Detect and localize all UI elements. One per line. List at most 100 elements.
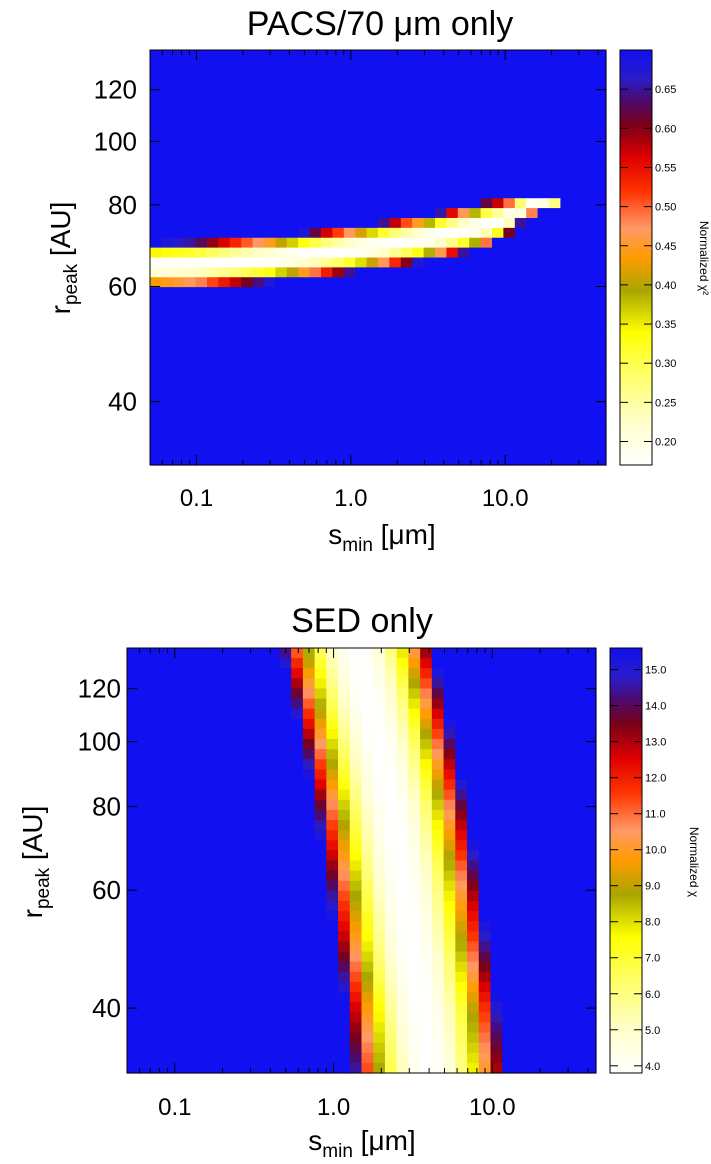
heatmap-cell: [560, 992, 574, 1003]
heatmap-cell: [302, 951, 316, 963]
heatmap-cell: [172, 217, 185, 229]
heatmap-cell: [457, 59, 470, 71]
heatmap-cell: [207, 69, 219, 81]
heatmap-cell: [309, 346, 322, 357]
heatmap-cell: [455, 678, 468, 690]
heatmap-cell: [423, 257, 436, 268]
heatmap-cell: [549, 247, 561, 259]
heatmap-cell: [537, 168, 550, 180]
heatmap-cell: [279, 688, 292, 700]
heatmap-cell: [321, 385, 333, 397]
heatmap-cell: [232, 1032, 245, 1044]
heatmap-cell: [207, 356, 219, 367]
heatmap-cell: [321, 198, 333, 209]
heatmap-cell: [332, 168, 345, 180]
heatmap-cell: [255, 880, 269, 892]
heatmap-cell: [583, 425, 596, 436]
heatmap-cell: [423, 356, 436, 367]
heatmap-cell: [502, 880, 515, 892]
heatmap-cell: [492, 395, 504, 407]
heatmap-cell: [526, 198, 539, 209]
heatmap-cell: [469, 306, 482, 318]
heatmap-cell: [138, 890, 152, 902]
heatmap-cell: [537, 698, 550, 710]
heatmap-cell: [514, 109, 527, 120]
heatmap-cell: [309, 366, 322, 377]
heatmap-cell: [478, 921, 492, 932]
heatmap-cell: [127, 769, 140, 781]
heatmap-cell: [492, 99, 504, 110]
colorbar-label: Normalized χ²: [697, 221, 711, 295]
heatmap-cell: [560, 648, 574, 659]
heatmap-cell: [525, 728, 538, 740]
heatmap-cell: [513, 658, 527, 669]
heatmap-cell: [349, 900, 363, 912]
heatmap-cell: [286, 405, 299, 417]
heatmap-cell: [373, 728, 386, 740]
heatmap-cell: [232, 880, 245, 892]
heatmap-cell: [127, 921, 140, 932]
heatmap-cell: [173, 1042, 187, 1054]
heatmap-cell: [220, 799, 234, 811]
heatmap-cell: [150, 739, 163, 750]
heatmap-cell: [408, 1062, 421, 1074]
heatmap-cell: [244, 779, 257, 791]
heatmap-cell: [549, 1002, 562, 1013]
heatmap-cell: [321, 178, 333, 189]
heatmap-cell: [560, 900, 574, 912]
heatmap-cell: [162, 880, 175, 892]
heatmap-cell: [150, 198, 162, 209]
heatmap-cell: [443, 850, 456, 862]
heatmap-cell: [195, 297, 208, 308]
heatmap-cell: [492, 435, 504, 446]
heatmap-cell: [241, 227, 254, 239]
heatmap-cell: [560, 830, 574, 841]
heatmap-cell: [207, 306, 219, 318]
heatmap-cell: [446, 119, 459, 130]
heatmap-cell: [373, 850, 386, 862]
heatmap-cell: [244, 668, 257, 679]
heatmap-cell: [584, 951, 597, 963]
heatmap-cell: [457, 178, 470, 189]
heatmap-cell: [525, 890, 538, 902]
heatmap-cell: [412, 129, 425, 140]
heatmap-cell: [207, 89, 219, 100]
x-tick-label: 10.0: [482, 485, 529, 512]
heatmap-cell: [431, 911, 445, 922]
heatmap-cell: [161, 445, 174, 456]
heatmap-cell: [455, 779, 468, 791]
heatmap-cell: [366, 435, 379, 446]
heatmap-cell: [150, 168, 162, 180]
heatmap-cell: [267, 961, 281, 973]
heatmap-cell: [255, 1042, 269, 1054]
heatmap-cell: [526, 148, 539, 160]
heatmap-cell: [443, 1052, 456, 1064]
heatmap-cell: [338, 820, 351, 831]
heatmap-cell: [594, 237, 607, 249]
heatmap-cell: [478, 658, 492, 669]
heatmap-cell: [195, 129, 208, 140]
heatmap-cell: [150, 435, 162, 446]
heatmap-cell: [513, 860, 527, 872]
heatmap-cell: [549, 129, 561, 140]
heatmap-cell: [321, 306, 333, 318]
heatmap-cell: [332, 405, 345, 417]
heatmap-cell: [150, 287, 162, 298]
heatmap-cell: [389, 415, 402, 427]
heatmap-cell: [127, 1062, 140, 1074]
heatmap-cell: [267, 900, 281, 912]
heatmap-cell: [389, 178, 402, 189]
heatmap-cell: [431, 951, 445, 963]
heatmap-cell: [594, 267, 607, 278]
heatmap-cell: [549, 820, 562, 831]
colorbar-tick-label: 0.20: [655, 437, 676, 449]
heatmap-cell: [185, 820, 198, 831]
heatmap-cell: [467, 809, 480, 821]
heatmap-cell: [560, 961, 574, 973]
heatmap-cell: [244, 900, 257, 912]
heatmap-cell: [572, 921, 585, 932]
heatmap-cell: [549, 148, 561, 160]
heatmap-cell: [469, 217, 482, 229]
heatmap-cell: [572, 860, 585, 872]
heatmap-cell: [298, 168, 311, 180]
